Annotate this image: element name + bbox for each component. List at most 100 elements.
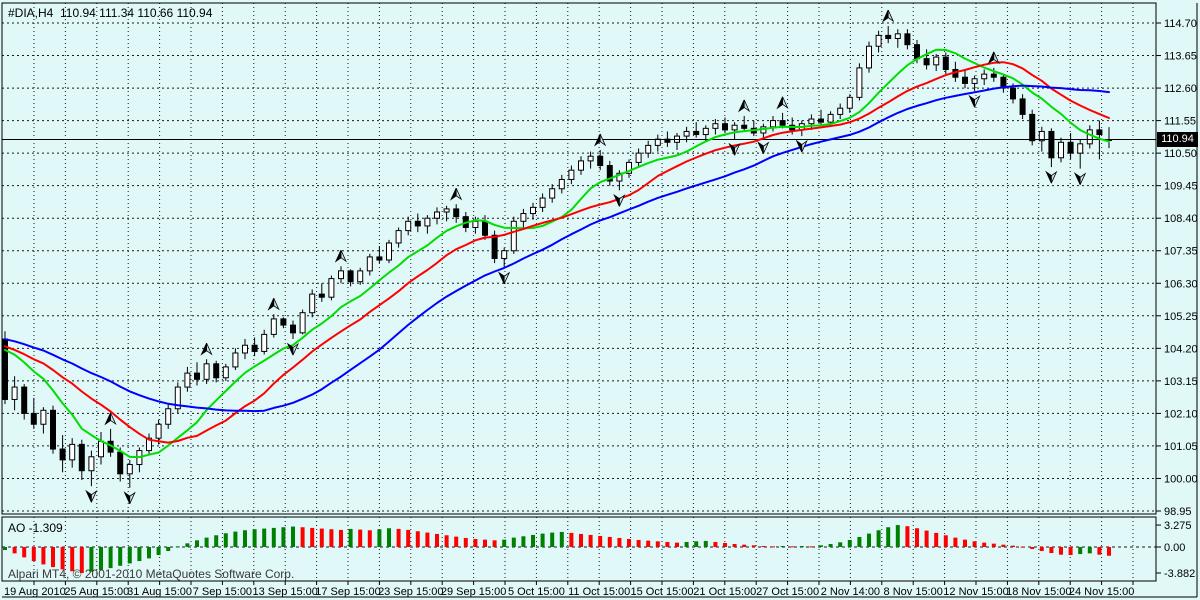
ao-bar xyxy=(387,528,391,547)
candle xyxy=(741,115,748,132)
price-axis-label: 103.15 xyxy=(1164,376,1198,388)
candle xyxy=(251,337,258,357)
ao-bar xyxy=(627,538,631,547)
ao-bar xyxy=(310,527,315,547)
ao-bar xyxy=(79,547,84,573)
candle xyxy=(923,49,930,70)
ao-bar xyxy=(415,531,420,547)
ao-bar xyxy=(1087,547,1092,554)
ao-bar xyxy=(617,537,622,547)
candle xyxy=(328,275,335,301)
time-axis-label: 31 Aug 15:00 xyxy=(127,586,192,598)
candle xyxy=(942,52,949,75)
candle xyxy=(222,363,229,381)
ao-bar xyxy=(579,533,583,547)
fractal-up-arrow-icon xyxy=(334,250,347,263)
ao-bar xyxy=(886,527,891,547)
ao-bar xyxy=(166,547,171,552)
ao-bar xyxy=(425,532,430,547)
candle xyxy=(578,156,584,175)
ao-bar xyxy=(1059,547,1063,555)
candle xyxy=(366,253,373,276)
ao-bar xyxy=(377,529,382,547)
time-axis-drag-area[interactable] xyxy=(2,581,1156,597)
ao-bar xyxy=(185,543,190,547)
candle xyxy=(290,320,296,340)
ao-bar xyxy=(598,535,603,547)
ao-bar xyxy=(742,544,747,547)
ao-bar xyxy=(1049,547,1054,554)
symbol-ohlc-header: #DIA,H4 110.94 111.34 110.66 110.94 xyxy=(8,6,213,20)
candle xyxy=(971,75,978,92)
ao-bar xyxy=(1097,547,1102,555)
price-axis-drag-area[interactable] xyxy=(1156,3,1197,597)
ao-bar xyxy=(281,527,286,547)
candle xyxy=(165,404,172,429)
candle xyxy=(299,309,306,335)
time-axis-label: 11 Oct 15:00 xyxy=(568,586,630,598)
candle xyxy=(318,283,325,302)
ao-bar xyxy=(243,530,247,547)
ao-bar xyxy=(972,541,977,547)
ao-bar xyxy=(348,528,353,547)
candle xyxy=(40,407,47,434)
ao-bar xyxy=(406,529,411,547)
candle xyxy=(626,159,632,178)
fractal-down-arrow-icon xyxy=(286,342,299,356)
ma-line-slow-blue xyxy=(4,84,1110,413)
ao-bar xyxy=(991,543,996,547)
fractal-down-arrow-icon xyxy=(85,489,98,503)
price-axis-label: 113.65 xyxy=(1164,51,1197,63)
time-axis-label: 18 Nov 15:00 xyxy=(1006,586,1071,598)
candle xyxy=(568,165,575,185)
candle xyxy=(520,208,527,228)
ao-bar xyxy=(790,546,795,548)
ao-bar xyxy=(559,531,564,547)
ao-bar xyxy=(943,535,948,547)
fractal-down-arrow-icon xyxy=(728,142,741,156)
candle xyxy=(702,125,709,141)
ao-bar xyxy=(214,535,219,547)
ao-bar xyxy=(876,530,881,547)
candle xyxy=(904,29,911,50)
time-axis-label: 2 Nov 14:00 xyxy=(821,586,880,598)
main-chart-surface[interactable] xyxy=(2,3,1156,514)
candle xyxy=(146,433,152,456)
time-axis-label: 24 Nov 15:00 xyxy=(1069,586,1134,598)
ao-bar xyxy=(492,540,497,547)
ao-bar xyxy=(531,534,535,547)
ao-bar xyxy=(329,529,334,547)
candle xyxy=(981,69,988,85)
ao-plot-border xyxy=(1,516,1157,582)
candle xyxy=(501,247,508,268)
ao-bar xyxy=(300,527,305,547)
candle xyxy=(818,109,824,126)
candle xyxy=(376,246,383,264)
candle xyxy=(1067,132,1074,160)
candle xyxy=(856,63,863,101)
candle xyxy=(59,435,66,473)
candle xyxy=(21,383,28,420)
candle xyxy=(395,227,402,248)
price-axis-label: 111.55 xyxy=(1164,116,1196,128)
ao-bar xyxy=(723,542,727,547)
ao-bar xyxy=(607,536,612,547)
price-axis-label: 114.70 xyxy=(1164,18,1197,30)
ao-bar xyxy=(1068,547,1073,556)
candle xyxy=(530,202,536,220)
ao-bar xyxy=(982,542,987,547)
ao-bar xyxy=(684,541,689,547)
ao-bar xyxy=(588,534,593,547)
candle xyxy=(894,29,901,48)
ao-bar xyxy=(809,546,814,548)
candle xyxy=(69,438,76,468)
price-axis-label: 110.50 xyxy=(1164,148,1197,160)
ma-line-mid-red xyxy=(4,61,1110,444)
candle xyxy=(645,140,652,158)
ao-bar xyxy=(905,526,910,547)
ao-bar xyxy=(665,541,670,547)
candle xyxy=(11,376,18,411)
ao-bar xyxy=(204,537,209,547)
ao-bar xyxy=(694,541,699,547)
